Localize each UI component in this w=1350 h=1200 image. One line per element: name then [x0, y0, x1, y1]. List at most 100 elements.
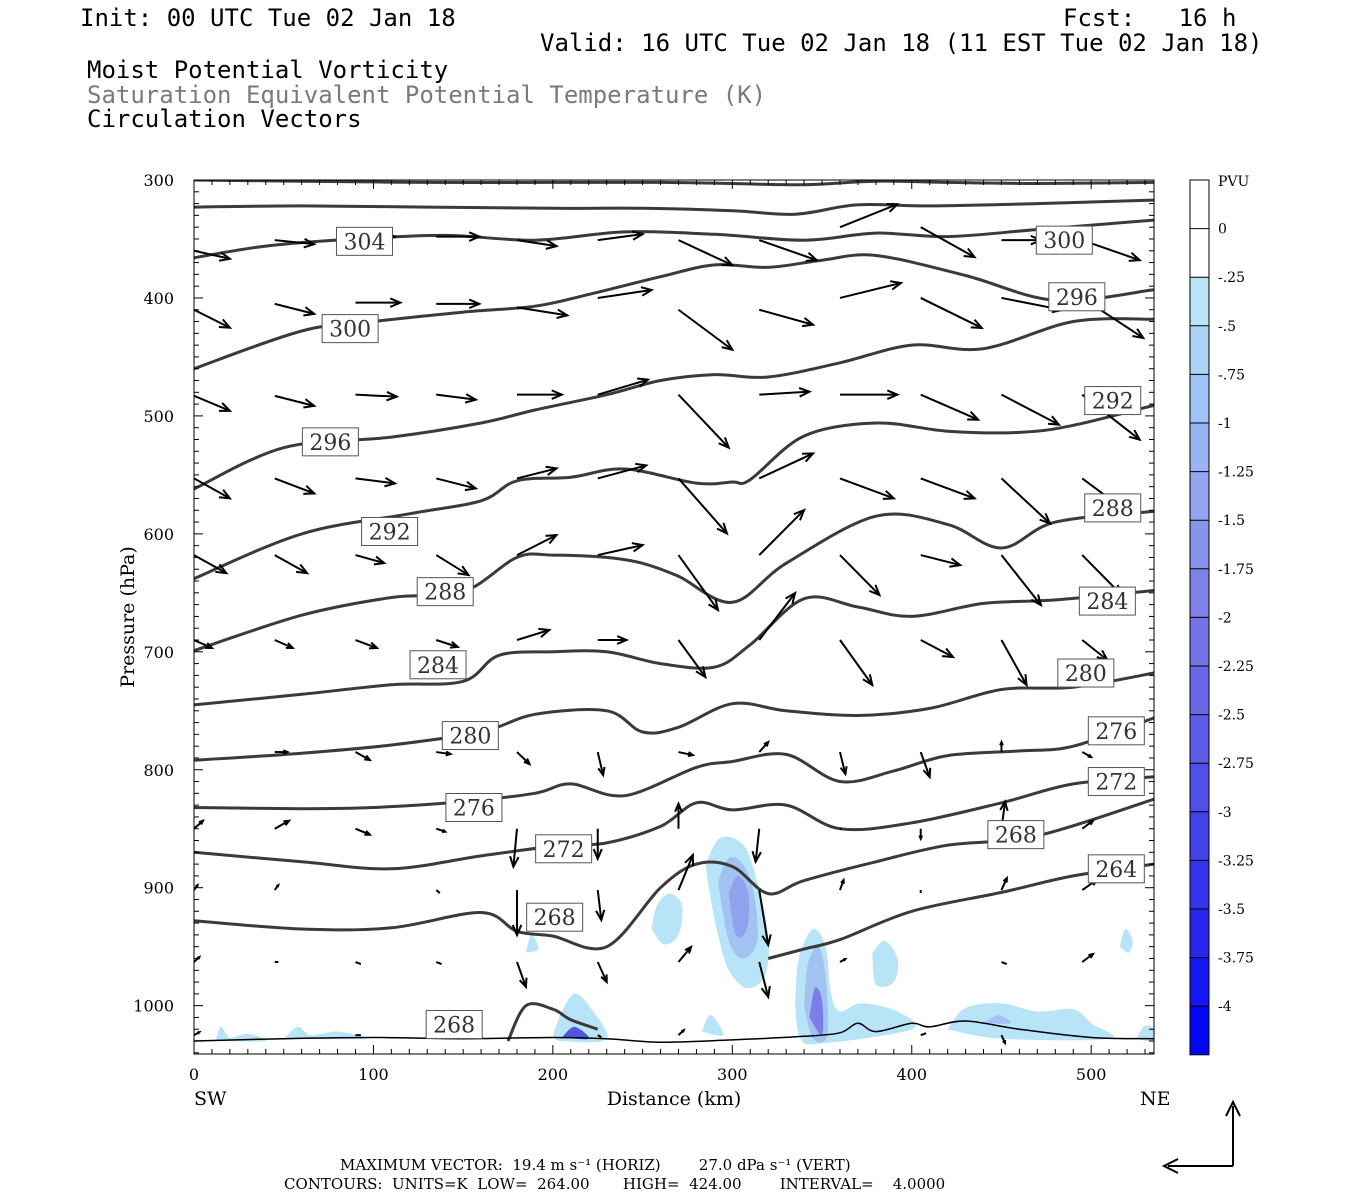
colorbar-label: -4 — [1218, 999, 1232, 1015]
contour-label: 292 — [1092, 390, 1134, 415]
circulation-vector — [839, 957, 848, 963]
contour-label: 300 — [1043, 229, 1085, 254]
colorbar-label: -.5 — [1218, 319, 1236, 335]
colorbar-label: -1.5 — [1218, 513, 1245, 529]
contour-label-box — [1087, 767, 1145, 797]
circulation-vector — [273, 882, 280, 891]
circulation-vector — [839, 202, 900, 229]
circulation-vector — [274, 302, 317, 317]
circulation-vector — [678, 751, 696, 758]
circulation-vector — [1000, 639, 1028, 688]
plot-frame — [193, 179, 1155, 1055]
theta-contour — [194, 317, 1154, 491]
circulation-vector — [596, 751, 606, 778]
y-tick-label: 800 — [143, 761, 174, 780]
colorbar-swatch — [1190, 180, 1209, 229]
max-vector-note: MAXIMUM VECTOR: 19.4 m s⁻¹ (HORIZ) 27.0 … — [340, 1156, 851, 1174]
colorbar-swatch — [1190, 325, 1209, 375]
pv-region — [215, 1026, 267, 1042]
y-axis-label: Pressure (hPa) — [117, 546, 139, 688]
circulation-vector — [194, 394, 233, 412]
circulation-vector — [597, 1034, 602, 1039]
valid-time: Valid: 16 UTC Tue 02 Jan 18 (11 EST Tue … — [540, 29, 1263, 57]
theta-contour — [194, 797, 1154, 951]
circulation-vector — [758, 452, 816, 480]
circulation-vector — [839, 554, 882, 597]
colorbar-label: -.25 — [1218, 270, 1245, 286]
y-tick-label: 600 — [143, 525, 174, 544]
theta-contour — [767, 862, 1154, 960]
colorbar-label: -2.75 — [1218, 756, 1254, 772]
contour-label-box — [1084, 493, 1142, 523]
pv-region — [526, 934, 539, 953]
circulation-vector — [920, 226, 977, 259]
field-title-pv: Moist Potential Vorticity — [87, 56, 449, 84]
contour-label: 272 — [543, 838, 585, 863]
circulation-vector — [194, 308, 233, 329]
circulation-vector — [355, 390, 400, 402]
contour-label-box — [1084, 386, 1142, 416]
contour-label: 288 — [1092, 497, 1134, 522]
circulation-vector — [920, 1032, 927, 1037]
contour-label-box — [1057, 658, 1115, 688]
circulation-vector — [839, 639, 874, 688]
contour-label-box — [535, 834, 593, 864]
colorbar-swatch — [1190, 763, 1209, 812]
circulation-vector — [920, 477, 977, 500]
circulation-vector — [435, 889, 441, 894]
circulation-vector — [597, 377, 651, 396]
pv-region — [701, 1015, 724, 1036]
circulation-vector — [597, 230, 646, 242]
contour-label-box — [445, 792, 503, 822]
theta-contour — [194, 671, 1154, 762]
circulation-vector — [1081, 819, 1096, 830]
pv-region — [947, 1003, 1114, 1041]
x-tick-label: 500 — [1076, 1065, 1107, 1084]
contour-label: 280 — [1065, 662, 1107, 687]
colorbar-swatch — [1190, 811, 1209, 861]
circulation-vector — [355, 639, 380, 650]
y-tick-label: 1000 — [133, 997, 174, 1016]
circulation-vector — [839, 477, 897, 500]
circulation-vector — [355, 751, 373, 762]
circulation-vector — [435, 639, 461, 649]
sw-label: SW — [194, 1088, 227, 1110]
colorbar-swatch — [1190, 1006, 1209, 1055]
circulation-vector — [194, 249, 233, 262]
circulation-vector — [595, 889, 606, 923]
circulation-vector — [1081, 751, 1094, 759]
circulation-vector — [435, 477, 479, 492]
colorbar-label: -3.25 — [1218, 853, 1254, 869]
circulation-vector — [516, 239, 560, 250]
x-tick-label: 0 — [189, 1065, 199, 1084]
theta-contour — [194, 775, 1154, 871]
contour-label: 304 — [343, 230, 385, 255]
circulation-vector — [839, 389, 900, 400]
circulation-vector — [355, 554, 387, 566]
circulation-vector — [839, 877, 845, 891]
pv-region — [728, 875, 750, 938]
circulation-vector — [597, 286, 655, 299]
colorbar-label: -2.5 — [1218, 708, 1245, 724]
contour-label: 276 — [1095, 720, 1137, 745]
colorbar-label: -3.5 — [1218, 902, 1245, 918]
circulation-vector — [758, 740, 770, 753]
circulation-vector — [516, 533, 559, 556]
contour-label-box — [416, 577, 474, 607]
contour-label: 276 — [453, 796, 495, 821]
circulation-vector — [194, 477, 233, 500]
circulation-vector — [274, 639, 296, 650]
x-tick-label: 400 — [896, 1065, 927, 1084]
colorbar-swatch — [1190, 277, 1209, 326]
circulation-vector — [919, 751, 932, 780]
circulation-vector — [677, 393, 731, 450]
y-tick-label: 700 — [143, 643, 174, 662]
circulation-vector — [758, 308, 816, 328]
circulation-vector — [436, 750, 454, 757]
colorbar-label: -.75 — [1218, 367, 1245, 383]
circulation-vector — [597, 635, 630, 645]
circulation-vector — [516, 306, 570, 319]
circulation-vector — [677, 639, 707, 680]
circulation-vector — [274, 237, 317, 249]
colorbar-label: -2 — [1218, 610, 1232, 626]
